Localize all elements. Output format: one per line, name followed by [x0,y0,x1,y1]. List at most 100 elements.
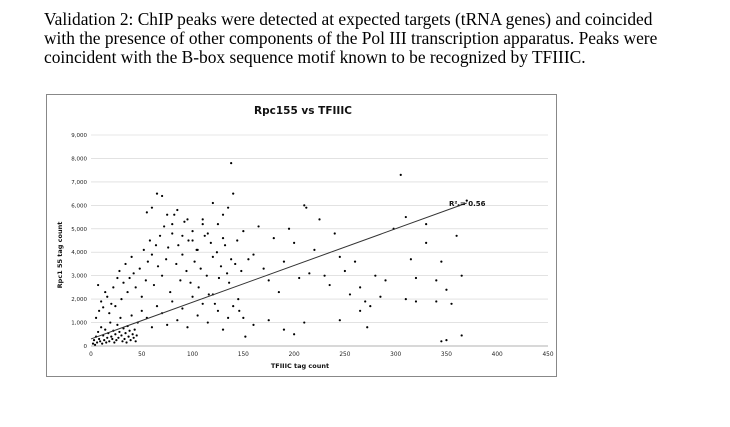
data-point [272,237,275,240]
data-point [155,192,159,195]
data-point [187,239,190,242]
data-point [103,339,106,342]
figure-caption: Validation 2: ChIP peaks were detected a… [44,10,724,67]
data-point [201,218,204,221]
data-point [287,227,291,230]
data-point [359,286,362,289]
data-point [234,262,237,266]
data-point [114,333,117,336]
data-point [293,333,296,336]
y-tick-label: 6,000 [71,203,87,209]
data-point [196,248,199,251]
data-point [148,239,152,242]
data-point [133,328,136,331]
data-point [227,206,230,209]
x-tick-label: 250 [339,352,350,358]
data-point [173,213,176,216]
data-point [181,234,184,237]
data-point [146,260,149,263]
data-point [166,323,169,326]
data-point [98,309,101,312]
data-point [134,340,137,343]
data-point [217,276,221,280]
data-point [242,230,245,233]
tick-labels: 0 1,000 2,000 3,000 4,000 5,000 6,000 7,000 8,00… [71,133,554,358]
data-point [100,326,103,329]
data-point [203,234,206,237]
data-point [121,340,124,343]
data-point [450,302,453,305]
data-point [232,305,235,308]
data-point [404,298,407,301]
data-point [303,321,306,324]
data-point [97,283,100,287]
data-point [144,279,147,282]
data-point [440,340,443,343]
data-point [252,253,255,256]
data-point [111,337,114,341]
data-point [193,260,196,263]
data-point [221,237,225,240]
data-point [207,293,210,296]
data-point [105,341,108,344]
data-point [242,316,245,319]
data-point [445,288,448,291]
data-point [364,300,367,303]
data-point [175,262,178,266]
x-tick-label: 0 [89,352,93,358]
data-point [134,286,137,289]
data-point [318,218,321,221]
data-point [404,215,407,219]
data-point [110,302,113,305]
data-point [359,309,362,312]
data-point [196,314,199,317]
data-point [267,319,270,322]
data-point [232,192,235,195]
data-point [369,305,372,308]
data-point [228,281,231,284]
data-point [460,334,463,337]
data-point [181,307,184,310]
data-point [384,279,387,282]
scatter-chart: Rpc155 vs TFIIIC 0 1,000 2,000 3,000 4,000 5,… [56,105,554,370]
data-point [227,316,230,319]
data-point [102,306,105,309]
data-point [440,260,443,263]
data-point [98,337,101,341]
data-point [230,162,233,165]
data-point [116,276,119,280]
data-point [303,204,306,207]
y-tick-label: 3,000 [71,274,87,280]
data-point [199,267,202,270]
data-point [191,239,194,242]
data-point [118,330,121,334]
data-point [267,279,270,282]
data-point [138,267,141,270]
data-point [460,274,463,277]
data-point [348,293,352,296]
data-point [167,246,170,249]
data-point [181,253,184,256]
x-tick-label: 300 [390,352,401,358]
data-point [120,334,123,337]
y-tick-label: 2,000 [71,297,87,303]
data-point [171,232,174,235]
data-point [425,222,428,226]
data-point [113,341,116,344]
y-tick-label: 1,000 [71,321,87,327]
data-point [116,323,119,326]
caption-line-2: with the presence of other components of… [44,28,658,48]
data-point [425,241,428,244]
y-tick-label: 5,000 [71,227,87,233]
data-point [165,258,168,261]
data-point [374,274,377,277]
data-point [225,272,229,275]
data-point [414,300,418,303]
data-point [108,340,111,343]
x-tick-label: 200 [289,352,300,358]
data-point [123,337,126,341]
data-point [128,276,131,280]
data-point [179,279,182,282]
data-point [160,274,164,277]
data-point [125,341,128,344]
